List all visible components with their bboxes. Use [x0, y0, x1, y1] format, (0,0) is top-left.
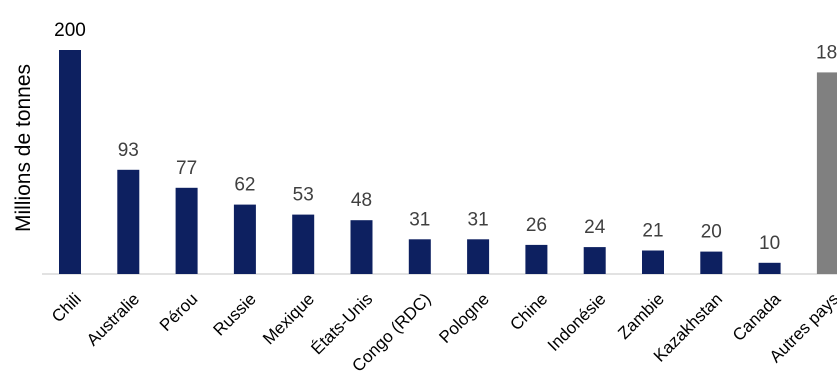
- value-label-chine: 26: [526, 215, 547, 236]
- value-label-pologne: 31: [468, 209, 489, 230]
- bar-kazakhstan: [700, 251, 723, 274]
- value-label-kazakhstan: 20: [701, 222, 722, 243]
- value-label-autres-pays: 180: [816, 42, 837, 63]
- bar-etats-unis: [350, 220, 373, 274]
- bar-mexique: [292, 214, 315, 274]
- category-label-australie: Australie: [83, 289, 143, 349]
- bar-pologne: [467, 239, 490, 274]
- bar-indonesie: [583, 247, 606, 274]
- category-label-pologne: Pologne: [435, 289, 493, 347]
- value-label-australie: 93: [118, 140, 139, 161]
- category-label-zambie: Zambie: [614, 289, 668, 343]
- value-labels-group: 200 93 77 62 53 48 31 31 26 24 21 20 10 180: [54, 20, 837, 254]
- value-label-chili: 200: [54, 20, 86, 41]
- bar-russie: [233, 204, 256, 274]
- bar-australie: [117, 169, 140, 274]
- bars-group: [59, 50, 837, 275]
- bar-zambie: [642, 250, 664, 274]
- value-label-zambie: 21: [642, 221, 663, 242]
- value-label-canada: 10: [759, 233, 780, 254]
- value-label-congo-rdc: 31: [409, 209, 430, 230]
- bar-congo-rdc: [408, 239, 431, 274]
- bar-autres-pays: [816, 72, 837, 275]
- y-axis-title: Millions de tonnes: [12, 64, 35, 232]
- category-label-mexique: Mexique: [259, 289, 318, 348]
- bar-perou: [175, 187, 198, 274]
- bar-chili: [59, 50, 81, 274]
- value-label-mexique: 53: [293, 185, 314, 206]
- category-label-perou: Pérou: [156, 289, 202, 335]
- category-label-canada: Canada: [729, 289, 785, 345]
- bar-chine: [525, 244, 548, 274]
- value-label-russie: 62: [234, 175, 255, 196]
- category-label-russie: Russie: [210, 289, 260, 339]
- category-label-chine: Chine: [506, 289, 551, 334]
- category-label-indonesie: Indonésie: [544, 289, 610, 355]
- value-label-etats-unis: 48: [351, 190, 372, 211]
- value-label-perou: 77: [176, 158, 197, 179]
- category-label-chili: Chili: [48, 289, 85, 326]
- value-label-indonesie: 24: [584, 217, 606, 238]
- bar-canada: [758, 262, 781, 274]
